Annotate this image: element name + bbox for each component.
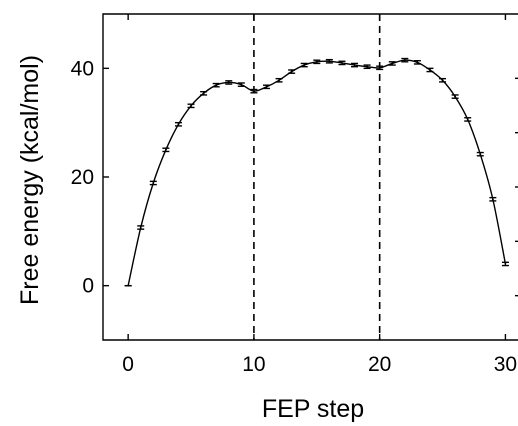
data-point bbox=[378, 66, 381, 69]
free-energy-line bbox=[127, 59, 507, 286]
x-tick-label: 20 bbox=[368, 353, 391, 376]
data-point bbox=[278, 79, 280, 82]
data-point bbox=[366, 65, 368, 68]
data-point bbox=[303, 64, 306, 66]
y-tick-label: 0 bbox=[82, 275, 94, 298]
data-point bbox=[127, 284, 130, 287]
data-point bbox=[215, 84, 218, 87]
y-axis-title: Free energy (kcal/mol) bbox=[16, 55, 44, 305]
y-tick-label: 40 bbox=[71, 57, 94, 80]
data-point bbox=[466, 118, 469, 121]
y-tick-label: 20 bbox=[71, 166, 94, 189]
data-point bbox=[152, 182, 155, 184]
data-point bbox=[265, 85, 268, 88]
data-point bbox=[441, 79, 444, 82]
data-point bbox=[177, 123, 180, 126]
data-point bbox=[504, 263, 507, 265]
data-point bbox=[240, 83, 243, 86]
data-point bbox=[491, 198, 494, 201]
data-point bbox=[253, 90, 255, 93]
x-tick-label: 0 bbox=[122, 353, 134, 376]
data-point bbox=[164, 148, 167, 151]
x-tick-label: 30 bbox=[494, 353, 517, 376]
data-point bbox=[190, 104, 192, 107]
data-point bbox=[139, 226, 142, 229]
data-point bbox=[341, 62, 343, 64]
data-point bbox=[479, 153, 482, 156]
data-point bbox=[290, 70, 293, 73]
data-point bbox=[353, 64, 356, 66]
data-point bbox=[315, 60, 318, 63]
data-point bbox=[416, 61, 419, 64]
data-point bbox=[454, 95, 457, 98]
data-point bbox=[391, 62, 394, 65]
data-point bbox=[227, 81, 230, 84]
data-point bbox=[328, 60, 331, 63]
x-axis-title: FEP step bbox=[262, 395, 364, 423]
data-point bbox=[429, 69, 431, 71]
data-point bbox=[202, 92, 205, 95]
data-point bbox=[403, 59, 406, 62]
x-tick-label: 10 bbox=[242, 353, 265, 376]
